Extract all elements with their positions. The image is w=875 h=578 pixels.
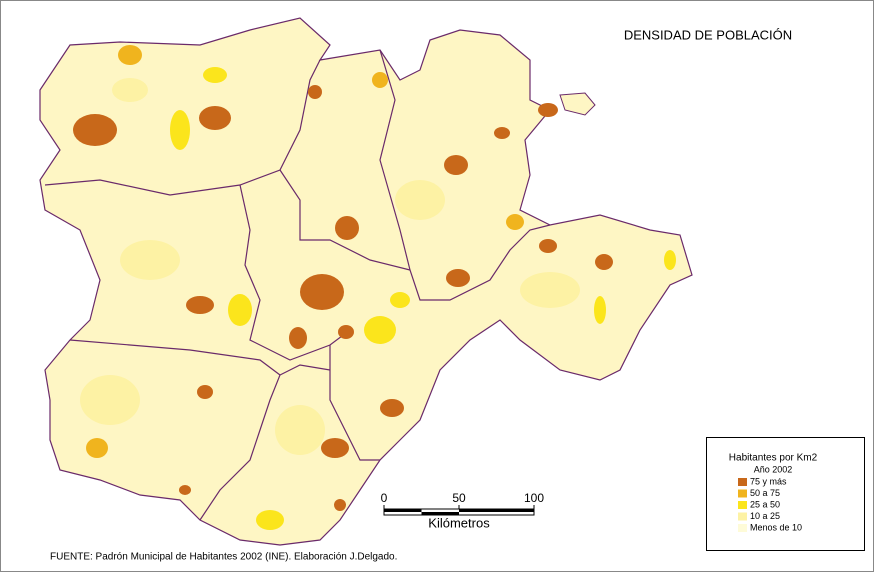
legend-swatch [738,501,747,509]
scale-bar-segment [459,509,534,512]
map-title: DENSIDAD DE POBLACIÓN [624,27,792,42]
legend-swatch [738,524,747,532]
scale-bar-segment [421,512,459,515]
legend-label: 75 y más [750,476,787,486]
scale-bar: Kilómetros 0 50 100 [381,491,545,530]
legend-swatch [738,478,747,486]
legend: Habitantes por Km2 Año 2002 75 y más 50 a… [706,437,865,551]
legend-label: 10 a 25 [750,511,780,521]
legend-box [706,437,865,551]
legend-subtitle: Año 2002 [754,464,793,474]
legend-swatch [738,512,747,521]
legend-label: 50 a 75 [750,488,780,498]
legend-label: 25 a 50 [750,499,780,509]
island-area [559,92,596,116]
scale-tick-label: 50 [452,491,466,505]
legend-label: Menos de 10 [750,522,802,532]
scale-bar-segment [384,509,422,512]
map [39,17,693,546]
region-outline [39,17,693,546]
source-note: FUENTE: Padrón Municipal de Habitantes 2… [50,552,397,563]
scale-tick-label: 0 [381,491,388,505]
province-borders [44,49,551,521]
legend-title: Habitantes por Km2 [729,453,818,464]
legend-swatch [738,489,747,498]
scale-tick-label: 100 [524,491,544,505]
density-patches [73,45,676,530]
scale-unit: Kilómetros [428,515,490,530]
